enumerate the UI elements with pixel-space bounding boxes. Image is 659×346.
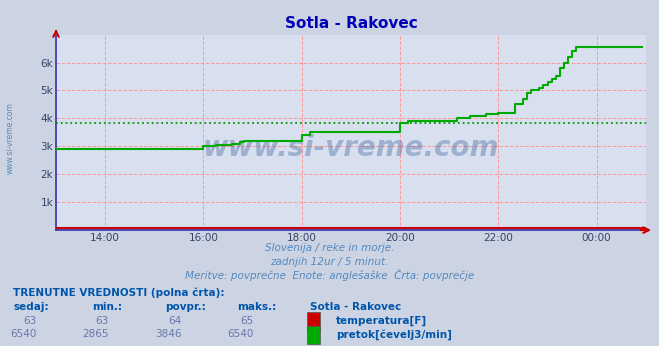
Text: Meritve: povprečne  Enote: anglešaške  Črta: povprečje: Meritve: povprečne Enote: anglešaške Črt… [185, 268, 474, 281]
Text: temperatura[F]: temperatura[F] [336, 316, 427, 326]
Text: Sotla - Rakovec: Sotla - Rakovec [310, 302, 401, 312]
Text: 6540: 6540 [227, 329, 254, 339]
Title: Sotla - Rakovec: Sotla - Rakovec [285, 16, 417, 31]
Text: www.si-vreme.com: www.si-vreme.com [203, 134, 499, 162]
Text: 64: 64 [168, 316, 181, 326]
Text: zadnjih 12ur / 5 minut.: zadnjih 12ur / 5 minut. [270, 257, 389, 267]
Text: 3846: 3846 [155, 329, 181, 339]
Text: 6540: 6540 [10, 329, 36, 339]
Text: min.:: min.: [92, 302, 123, 312]
Text: 2865: 2865 [82, 329, 109, 339]
Text: povpr.:: povpr.: [165, 302, 206, 312]
Text: maks.:: maks.: [237, 302, 277, 312]
Text: sedaj:: sedaj: [13, 302, 49, 312]
Text: pretok[čevelj3/min]: pretok[čevelj3/min] [336, 329, 452, 340]
Text: 63: 63 [23, 316, 36, 326]
Text: TRENUTNE VREDNOSTI (polna črta):: TRENUTNE VREDNOSTI (polna črta): [13, 287, 225, 298]
Text: www.si-vreme.com: www.si-vreme.com [5, 102, 14, 174]
Text: Slovenija / reke in morje.: Slovenija / reke in morje. [265, 243, 394, 253]
Text: 65: 65 [241, 316, 254, 326]
Text: 63: 63 [96, 316, 109, 326]
